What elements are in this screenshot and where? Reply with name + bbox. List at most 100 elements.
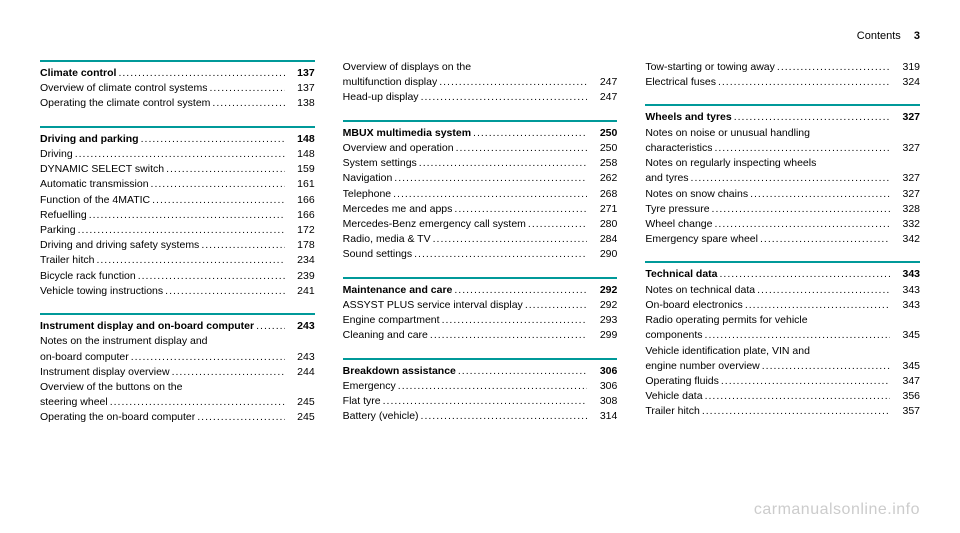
toc-entry: Engine compartment293 xyxy=(343,313,618,328)
toc-entry-page: 357 xyxy=(892,404,920,419)
toc-dots xyxy=(718,75,890,90)
toc-entry: Vehicle towing instructions241 xyxy=(40,284,315,299)
toc-entry-label: Electrical fuses xyxy=(645,75,716,90)
toc-entry: on-board computer243 xyxy=(40,350,315,365)
section-divider xyxy=(645,261,920,263)
toc-dots xyxy=(454,283,587,298)
toc-entry-page: 328 xyxy=(892,202,920,217)
toc-entry-page: 319 xyxy=(892,60,920,75)
toc-entry-label: ASSYST PLUS service interval display xyxy=(343,298,523,313)
toc-entry-label: components xyxy=(645,328,702,343)
toc-entry-page: 343 xyxy=(892,267,920,282)
toc-entry-page: 148 xyxy=(287,132,315,147)
toc-entry: Notes on snow chains327 xyxy=(645,187,920,202)
toc-dots xyxy=(714,217,890,232)
toc-dots xyxy=(110,395,285,410)
section-divider xyxy=(40,60,315,62)
toc-entry-label: Driving and parking xyxy=(40,132,139,147)
toc-entry: Radio, media & TV284 xyxy=(343,232,618,247)
toc-entry-label: Overview and operation xyxy=(343,141,454,156)
toc-dots xyxy=(419,156,588,171)
toc-entry-label: Wheels and tyres xyxy=(645,110,731,125)
toc-dots xyxy=(734,110,890,125)
toc-entry: Maintenance and care292 xyxy=(343,283,618,298)
toc-entry: multifunction display247 xyxy=(343,75,618,90)
toc-columns: Climate control137Overview of climate co… xyxy=(40,60,920,440)
toc-entry-page: 247 xyxy=(589,75,617,90)
toc-dots xyxy=(705,328,890,343)
toc-entry: Driving and parking 148 xyxy=(40,132,315,147)
toc-entry-label: Vehicle identification plate, VIN and xyxy=(645,344,810,359)
toc-entry-label: System settings xyxy=(343,156,417,171)
toc-entry: On-board electronics343 xyxy=(645,298,920,313)
toc-entry-label: engine number overview xyxy=(645,359,759,374)
toc-dots xyxy=(421,409,588,424)
toc-entry-label: Wheel change xyxy=(645,217,712,232)
toc-dots xyxy=(197,410,284,425)
toc-section: Technical data 343Notes on technical data… xyxy=(645,261,920,419)
toc-entry: Overview of displays on the xyxy=(343,60,618,75)
toc-entry-page: 245 xyxy=(287,395,315,410)
toc-entry: Mercedes me and apps 271 xyxy=(343,202,618,217)
toc-column-3: Tow-starting or towing away 319 Electrical… xyxy=(645,60,920,440)
toc-entry: Notes on the instrument display and xyxy=(40,334,315,349)
toc-entry: Vehicle identification plate, VIN and xyxy=(645,344,920,359)
toc-entry-label: Emergency spare wheel xyxy=(645,232,758,247)
toc-entry: ASSYST PLUS service interval display292 xyxy=(343,298,618,313)
toc-entry-page: 314 xyxy=(589,409,617,424)
toc-entry-label: Vehicle towing instructions xyxy=(40,284,163,299)
toc-entry-page: 166 xyxy=(287,193,315,208)
toc-dots xyxy=(712,202,890,217)
toc-entry: Operating the climate control system138 xyxy=(40,96,315,111)
toc-section: Instrument display and on-board computer… xyxy=(40,313,315,426)
toc-entry-label: Notes on noise or unusual handling xyxy=(645,126,810,141)
toc-dots xyxy=(383,394,588,409)
toc-entry-label: Technical data xyxy=(645,267,717,282)
toc-entry-page: 299 xyxy=(589,328,617,343)
toc-dots xyxy=(528,217,587,232)
toc-dots xyxy=(456,141,588,156)
toc-entry-label: Cleaning and care xyxy=(343,328,428,343)
toc-entry-label: Operating the climate control system xyxy=(40,96,210,111)
toc-dots xyxy=(691,171,890,186)
toc-entry-page: 342 xyxy=(892,232,920,247)
toc-dots xyxy=(473,126,587,141)
toc-entry-page: 234 xyxy=(287,253,315,268)
toc-dots xyxy=(75,147,285,162)
toc-dots xyxy=(394,171,587,186)
toc-entry: Notes on technical data343 xyxy=(645,283,920,298)
toc-entry-label: Operating fluids xyxy=(645,374,719,389)
toc-entry-page: 258 xyxy=(589,156,617,171)
toc-dots xyxy=(777,60,890,75)
toc-entry-label: Mercedes me and apps xyxy=(343,202,453,217)
toc-dots xyxy=(433,232,588,247)
toc-entry-page: 161 xyxy=(287,177,315,192)
toc-entry: Wheels and tyres327 xyxy=(645,110,920,125)
toc-entry-page: 159 xyxy=(287,162,315,177)
toc-dots xyxy=(442,313,588,328)
toc-entry: Climate control137 xyxy=(40,66,315,81)
toc-entry-label: Tow-starting or towing away xyxy=(645,60,775,75)
header-title: Contents xyxy=(857,30,901,42)
toc-section: Climate control137Overview of climate co… xyxy=(40,60,315,112)
toc-entry-label: Maintenance and care xyxy=(343,283,453,298)
toc-entry: Driving148 xyxy=(40,147,315,162)
toc-entry: Flat tyre308 xyxy=(343,394,618,409)
toc-dots xyxy=(166,162,285,177)
toc-dots xyxy=(439,75,587,90)
toc-entry-label: Telephone xyxy=(343,187,391,202)
toc-entry-label: Instrument display overview xyxy=(40,365,170,380)
toc-entry-label: Operating the on-board computer xyxy=(40,410,195,425)
toc-dots xyxy=(745,298,890,313)
toc-dots xyxy=(89,208,285,223)
toc-section: MBUX multimedia system250Overview and op… xyxy=(343,120,618,263)
toc-section: Maintenance and care292ASSYST PLUS servi… xyxy=(343,277,618,344)
toc-entry: Operating the on-board computer245 xyxy=(40,410,315,425)
toc-entry-page: 324 xyxy=(892,75,920,90)
toc-entry: Notes on noise or unusual handling xyxy=(645,126,920,141)
toc-entry-page: 327 xyxy=(892,171,920,186)
toc-entry: System settings 258 xyxy=(343,156,618,171)
toc-entry-page: 271 xyxy=(589,202,617,217)
toc-entry: steering wheel245 xyxy=(40,395,315,410)
toc-entry-page: 306 xyxy=(589,364,617,379)
